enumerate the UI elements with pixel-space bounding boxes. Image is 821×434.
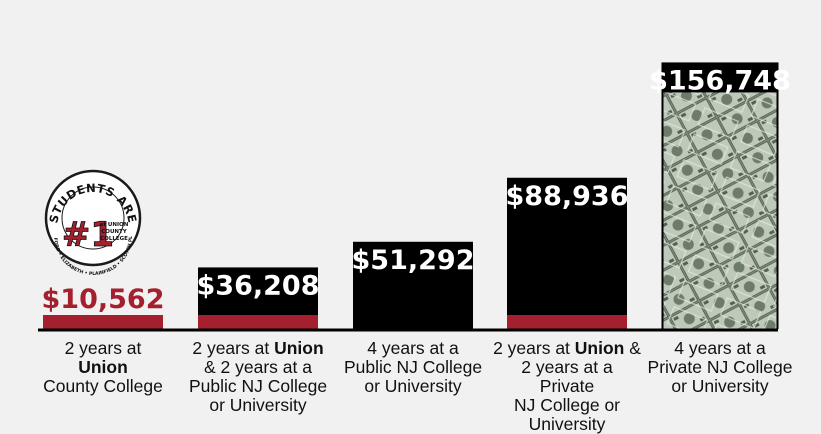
bar-3 bbox=[353, 241, 473, 329]
category-label-line: 4 years at a bbox=[674, 338, 766, 358]
category-label-line: Public NJ College bbox=[188, 376, 328, 396]
value-label-5: $156,748 bbox=[649, 65, 791, 96]
value-label-4: $88,936 bbox=[506, 181, 629, 212]
category-label-line: or University bbox=[364, 376, 462, 396]
students-are-number-one-badge: STUDENTS ARE #1 at UNION COUNTY COLLEGE … bbox=[0, 0, 142, 277]
category-label-line: County College bbox=[43, 376, 163, 396]
badge-outer-circle bbox=[44, 169, 142, 267]
category-label-line: & 2 years at a bbox=[204, 357, 312, 377]
value-label-2: $36,208 bbox=[197, 270, 320, 301]
category-label-line: 2 years at bbox=[64, 338, 142, 358]
badge-line-1: at UNION bbox=[100, 222, 129, 228]
category-label-5: 4 years at a Private NJ College or Univers… bbox=[645, 339, 795, 396]
value-label-3: $51,292 bbox=[352, 245, 475, 276]
category-label-line: 2 years at Union & bbox=[493, 338, 641, 358]
category-label-line: 2 years at a Private bbox=[521, 357, 613, 396]
category-label-line: or University bbox=[209, 395, 307, 415]
category-label-line: Public NJ College bbox=[343, 357, 483, 377]
category-label-line: 4 years at a bbox=[367, 338, 459, 358]
bar-1-union-portion bbox=[43, 315, 163, 329]
category-label-line: 2 years at Union bbox=[192, 338, 324, 358]
category-label-line: NJ College or University bbox=[513, 395, 621, 434]
value-label-1: $10,562 bbox=[42, 284, 165, 315]
category-label-line: Union bbox=[78, 357, 128, 377]
badge-line-3: COLLEGE bbox=[100, 236, 128, 242]
category-label-2: 2 years at Union & 2 years at a Public NJ … bbox=[183, 339, 333, 415]
category-label-line: or University bbox=[671, 376, 769, 396]
bars-group: $10,562 $36,208 $51,292 $88,936 $156,748 bbox=[42, 62, 791, 330]
bar-2-union-portion bbox=[198, 315, 318, 329]
badge-rank: #1 bbox=[62, 215, 114, 255]
category-label-3: 4 years at a Public NJ College or Universi… bbox=[338, 339, 488, 396]
category-label-4: 2 years at Union & 2 years at a Private NJ… bbox=[492, 339, 642, 434]
category-label-line: Private NJ College bbox=[647, 357, 793, 377]
bar-4-union-portion bbox=[507, 315, 627, 329]
badge-inner-circle bbox=[61, 186, 125, 250]
category-label-1: 2 years at Union County College bbox=[28, 339, 178, 396]
bar-5-money-highlight bbox=[663, 92, 777, 329]
badge-line-2: COUNTY bbox=[101, 229, 128, 235]
bar-4 bbox=[507, 177, 627, 329]
